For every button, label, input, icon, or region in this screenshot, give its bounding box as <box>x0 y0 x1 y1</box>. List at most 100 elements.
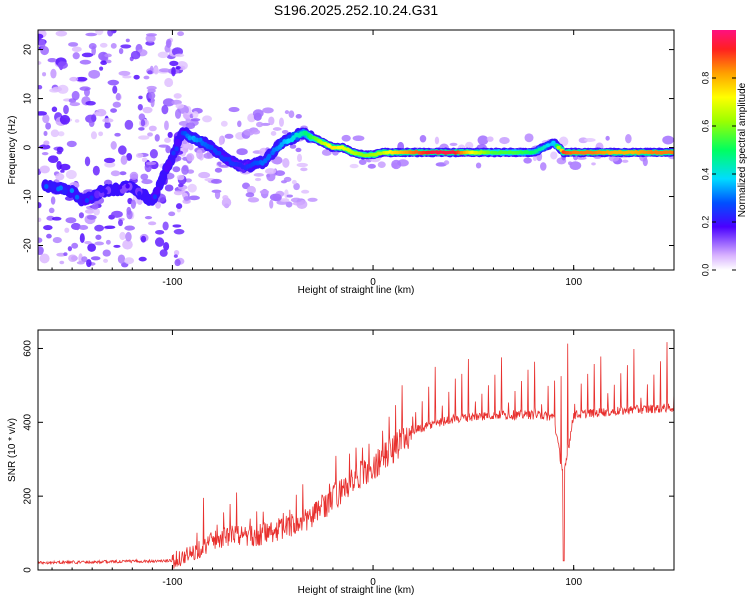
spectrogram-blob <box>159 249 168 257</box>
spectrogram-blob <box>297 153 303 163</box>
spectrogram-blob <box>59 163 71 171</box>
spectrogram-blob <box>184 178 192 183</box>
spectrogram-blob <box>102 118 114 123</box>
spectrogram-blob <box>48 207 55 214</box>
spectrogram-blob <box>119 231 126 241</box>
spectrogram-blob <box>218 135 224 146</box>
snr-y-tick-label: 0 <box>23 567 34 573</box>
spectrogram-ridge-cell <box>103 189 108 195</box>
spectrogram-y-ticks: -20 -10 0 10 20 <box>23 44 674 253</box>
spectrogram-blob <box>78 212 84 219</box>
spectrogram-blob <box>94 224 104 232</box>
spectrogram-blob <box>125 38 130 43</box>
spectrogram-blob <box>40 46 49 56</box>
spectrogram-blob <box>434 136 440 145</box>
spectrogram-blob <box>112 85 118 94</box>
spectrogram-y-tick-label: -20 <box>23 238 34 253</box>
colorbar-tick-label: 0.0 <box>700 264 710 277</box>
spectrogram-blob <box>38 61 42 65</box>
spectrogram-ridge-cell <box>61 186 68 195</box>
spectrogram-ridge-cell <box>152 194 158 200</box>
spectrogram-ridge-cell <box>332 145 337 150</box>
spectrogram-blob <box>43 224 53 231</box>
spectrogram-blob <box>301 189 310 194</box>
spectrogram-blob <box>87 243 96 252</box>
spectrogram-blob <box>52 236 62 244</box>
spectrogram-blob <box>104 225 116 229</box>
spectrogram-blob <box>165 38 172 49</box>
spectrogram-blob <box>605 135 610 141</box>
spectrogram-blob <box>60 169 65 173</box>
spectrogram-ridge-cell <box>226 156 232 162</box>
spectrogram-blob <box>39 144 51 150</box>
spectrogram-blob <box>183 196 191 201</box>
spectrogram-blob <box>173 254 178 258</box>
figure-title: S196.2025.252.10.24.G31 <box>274 2 438 18</box>
spectrogram-blob <box>88 43 97 50</box>
spectrogram-ridge-cell <box>575 150 580 155</box>
spectrogram-blob <box>39 253 50 264</box>
spectrogram-ridge-cell <box>137 191 142 197</box>
spectrogram-ridge-cell <box>99 188 104 194</box>
spectrogram-blob <box>85 32 98 37</box>
spectrogram-ridge-cell <box>279 142 284 148</box>
spectrogram-blob <box>133 74 140 80</box>
spectrogram-blob <box>274 170 286 176</box>
spectrogram-blob <box>172 166 181 173</box>
spectrogram-blob <box>75 224 80 231</box>
spectrogram-blob <box>254 177 262 182</box>
spectrogram-blob <box>105 59 112 64</box>
spectrogram-blob <box>210 178 222 184</box>
spectrogram-blob <box>217 161 222 166</box>
spectrogram-blob <box>93 207 100 216</box>
snr-frame <box>37 329 675 571</box>
colorbar-tick-label: 0.2 <box>700 216 710 229</box>
spectrogram-blob <box>138 95 143 100</box>
spectrogram-blob <box>153 67 159 75</box>
spectrogram-blob <box>214 189 221 200</box>
spectrogram-blob <box>158 144 169 148</box>
spectrogram-blob <box>110 141 117 150</box>
spectrogram-blob <box>185 118 191 122</box>
spectrogram-blob <box>475 162 482 169</box>
spectrogram-blob <box>126 206 132 215</box>
spectrogram-blob <box>171 66 176 77</box>
snr-x-tick-label: -100 <box>162 577 182 588</box>
spectrogram-blob <box>155 229 165 235</box>
spectrogram-blob <box>126 152 133 161</box>
spectrogram-blob <box>86 214 97 220</box>
spectrogram-blob <box>140 173 149 181</box>
spectrogram-blob <box>50 68 57 79</box>
spectrogram-blob <box>135 152 144 159</box>
snr-series-line <box>38 342 674 569</box>
spectrogram-blob <box>523 157 532 164</box>
spectrogram-blob <box>288 110 295 119</box>
spectrogram-blob <box>272 127 282 131</box>
spectrogram-blob <box>203 152 215 159</box>
spectrogram-blob <box>38 111 47 116</box>
spectrogram-blob <box>68 254 78 262</box>
spectrogram-ridge-cell <box>94 190 101 199</box>
spectrogram-blob <box>187 183 197 193</box>
spectrogram-blob <box>143 75 150 80</box>
spectrogram-blob <box>367 163 376 169</box>
spectrogram-blob <box>477 135 489 146</box>
spectrogram-blob <box>352 135 365 142</box>
spectrogram-blob <box>281 129 289 134</box>
spectrogram-blob <box>269 199 274 209</box>
spectrogram-blob <box>110 108 118 113</box>
spectrogram-blob <box>172 224 182 228</box>
spectrogram-blob <box>266 172 276 182</box>
spectrogram-blob <box>51 106 58 113</box>
spectrogram-ridge-cell <box>649 150 655 155</box>
spectrogram-blob <box>198 171 211 179</box>
spectrogram-blob <box>129 171 139 180</box>
spectrogram-blob <box>84 241 92 245</box>
spectrogram-blob <box>146 85 157 91</box>
spectrogram-blob <box>140 235 147 243</box>
spectrogram-blob <box>289 144 297 149</box>
spectrogram-blob <box>38 84 43 90</box>
spectrogram-blob <box>150 97 155 108</box>
spectrogram-blob <box>137 135 150 140</box>
spectrogram-blob <box>237 120 242 128</box>
